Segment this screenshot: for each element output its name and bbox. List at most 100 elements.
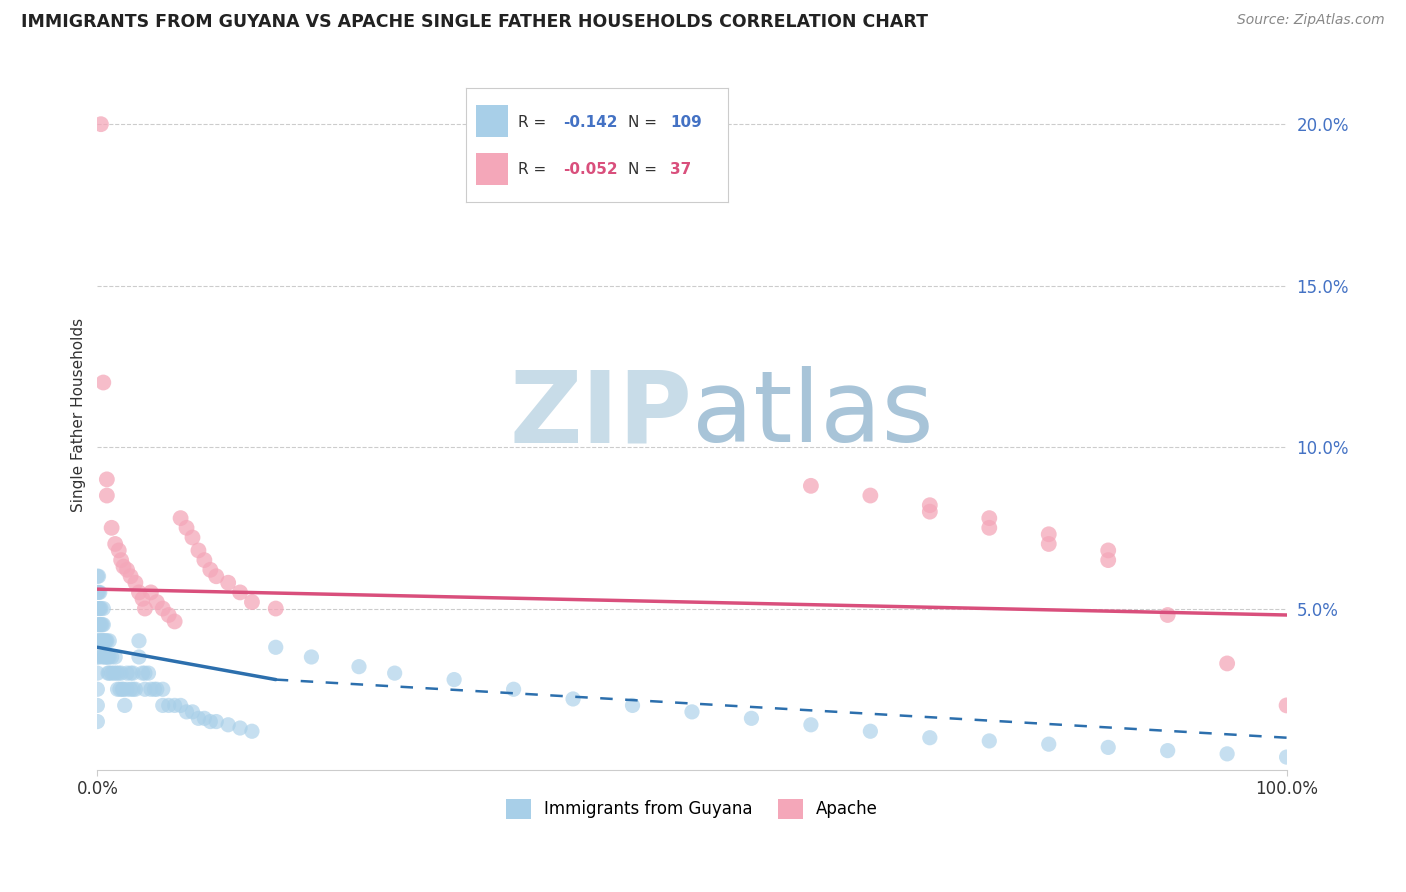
Point [800, 718, 823, 732]
Point [1038, 537, 1060, 551]
Point [621, 698, 644, 713]
Point [1097, 740, 1119, 755]
Point [229, 721, 252, 735]
Point [104, 537, 127, 551]
Point [86, 617, 108, 632]
Point [111, 682, 134, 697]
Point [107, 543, 129, 558]
Point [169, 698, 191, 713]
Point [918, 498, 941, 512]
Point [299, 650, 322, 665]
Point [443, 673, 465, 687]
Point [134, 682, 156, 697]
Point [859, 724, 882, 739]
Point [90, 633, 112, 648]
Point [347, 659, 370, 673]
Point [384, 666, 406, 681]
Point [134, 666, 156, 681]
Point [562, 692, 585, 706]
Point [93, 633, 115, 648]
Point [91, 617, 114, 632]
Point [979, 734, 1001, 748]
Point [200, 563, 222, 577]
Point [96, 472, 118, 486]
Point [124, 575, 146, 590]
Point [138, 666, 160, 681]
Point [112, 559, 135, 574]
Point [86, 569, 108, 583]
Point [87, 617, 110, 632]
Point [91, 601, 114, 615]
Point [86, 585, 108, 599]
Point [90, 117, 112, 131]
Point [163, 698, 186, 713]
Point [169, 511, 191, 525]
Point [229, 585, 252, 599]
Point [181, 531, 204, 545]
Point [100, 666, 122, 681]
Point [264, 601, 287, 615]
Point [1038, 737, 1060, 751]
Point [157, 607, 180, 622]
Point [115, 682, 138, 697]
Y-axis label: Single Father Households: Single Father Households [72, 318, 86, 512]
Point [110, 666, 132, 681]
Text: atlas: atlas [692, 367, 934, 463]
Point [139, 682, 162, 697]
Point [100, 521, 122, 535]
Point [1097, 553, 1119, 567]
Point [163, 615, 186, 629]
Point [124, 682, 146, 697]
Point [91, 633, 114, 648]
Point [86, 650, 108, 665]
Point [120, 666, 142, 681]
Point [800, 479, 823, 493]
Point [91, 633, 114, 648]
Point [100, 650, 122, 665]
Point [86, 698, 108, 713]
Point [979, 521, 1001, 535]
Point [1097, 543, 1119, 558]
Point [90, 617, 112, 632]
Point [93, 650, 115, 665]
Point [90, 601, 112, 615]
Point [143, 682, 166, 697]
Point [122, 682, 145, 697]
Point [146, 682, 169, 697]
Point [94, 650, 117, 665]
Point [979, 511, 1001, 525]
Point [193, 711, 215, 725]
Point [96, 633, 118, 648]
Point [205, 569, 228, 583]
Point [87, 585, 110, 599]
Point [681, 705, 703, 719]
Point [134, 601, 156, 615]
Point [128, 633, 150, 648]
Point [152, 682, 174, 697]
Point [91, 650, 114, 665]
Legend: Immigrants from Guyana, Apache: Immigrants from Guyana, Apache [499, 792, 884, 826]
Point [187, 711, 209, 725]
Point [107, 666, 129, 681]
Point [122, 666, 145, 681]
Point [98, 650, 121, 665]
Point [98, 633, 121, 648]
Point [87, 650, 110, 665]
Point [205, 714, 228, 729]
Point [131, 666, 153, 681]
Point [87, 601, 110, 615]
Point [89, 585, 111, 599]
Point [176, 705, 198, 719]
Point [152, 698, 174, 713]
Text: Source: ZipAtlas.com: Source: ZipAtlas.com [1237, 13, 1385, 28]
Point [502, 682, 524, 697]
Point [120, 682, 142, 697]
Point [94, 633, 117, 648]
Point [240, 724, 263, 739]
Point [1216, 747, 1239, 761]
Point [217, 718, 239, 732]
Point [114, 698, 136, 713]
Point [181, 705, 204, 719]
Point [105, 666, 128, 681]
Point [1156, 744, 1178, 758]
